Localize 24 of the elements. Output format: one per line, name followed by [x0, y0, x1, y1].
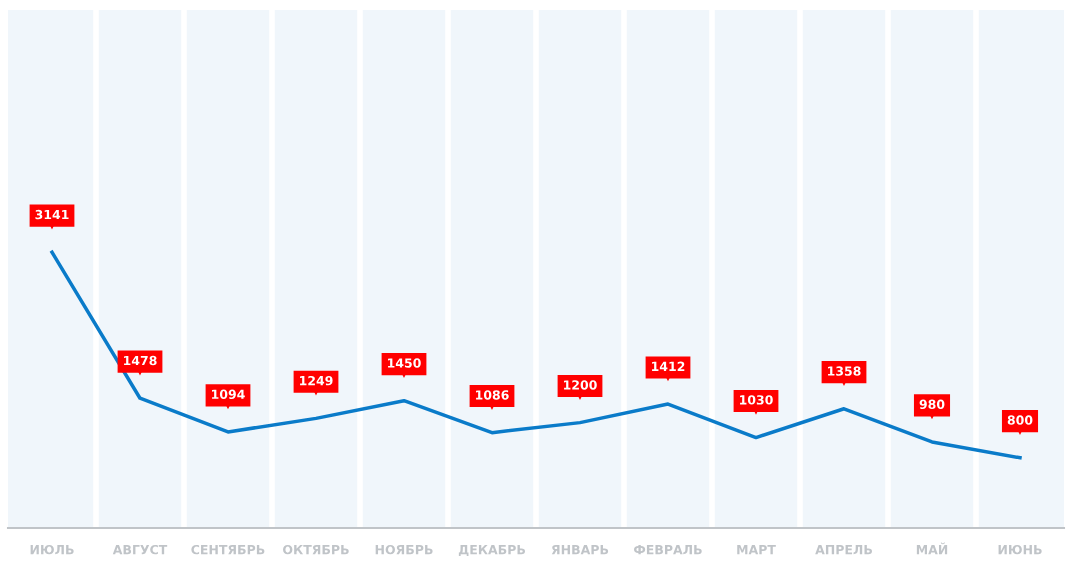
x-tick-label: ИЮНЬ [998, 544, 1042, 555]
data-label: 3141 [35, 209, 69, 220]
data-label: 1030 [740, 395, 773, 405]
x-tick-label: ДЕКАБРЬ [458, 545, 526, 557]
x-tick-label: АВГУСТ [112, 544, 168, 555]
x-tick-label: МАЙ [916, 542, 948, 555]
x-tick-label: НОЯБРЬ [375, 544, 433, 555]
x-tick-label: ЯНВАРЬ [551, 545, 609, 555]
x-tick-label: ФЕВРАЛЬ [634, 545, 702, 555]
data-label: 1086 [476, 390, 509, 400]
x-tick-label: МАРТ [737, 545, 776, 555]
x-tick-label: СЕНТЯБРЬ [191, 544, 265, 555]
x-tick-label: ОКТЯБРЬ [283, 544, 349, 555]
data-label: 1412 [652, 361, 685, 371]
data-label: 1478 [124, 355, 157, 366]
data-label: 1200 [564, 380, 597, 390]
data-label: 1450 [388, 358, 421, 368]
data-label: 1094 [212, 389, 245, 399]
data-label: 1358 [828, 366, 861, 376]
x-tick-label: ИЮЛЬ [30, 544, 74, 555]
data-label: 1249 [300, 375, 333, 386]
data-label: 980 [919, 399, 945, 409]
x-tick-label: АПРЕЛЬ [815, 545, 872, 555]
data-label: 800 [1007, 415, 1033, 425]
